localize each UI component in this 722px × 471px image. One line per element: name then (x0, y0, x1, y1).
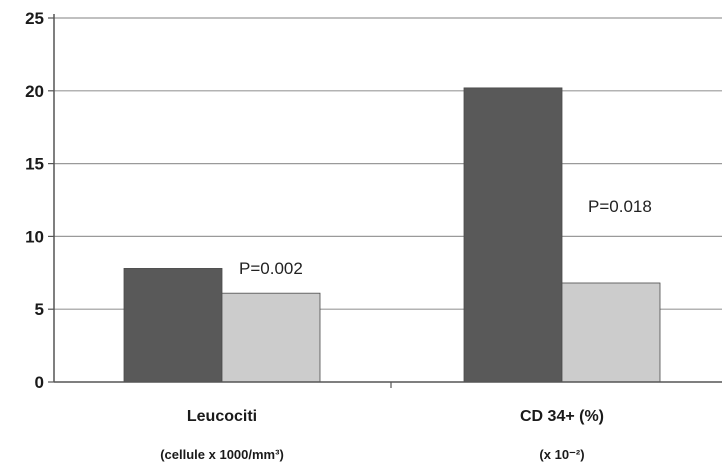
x-category-label: Leucociti (187, 408, 257, 425)
y-tick-labels: 0 5 10 15 20 25 (25, 9, 44, 392)
p-value-annotation: P=0.002 (239, 259, 303, 278)
axes (48, 14, 722, 388)
x-category-sublabel: (x 10⁻²) (539, 447, 584, 462)
y-tick-label: 10 (25, 227, 44, 246)
x-category-labels: Leucociti (cellule x 1000/mm³) CD 34+ (%) (… (160, 408, 604, 462)
x-category-sublabel: (cellule x 1000/mm³) (160, 447, 284, 462)
p-value-annotation: P=0.018 (588, 197, 652, 216)
bar-series2-leucociti (221, 292, 321, 383)
y-tick-label: 25 (25, 9, 44, 28)
bar-series1-leucociti (123, 268, 223, 383)
y-tick-label: 15 (25, 155, 44, 174)
bars (123, 87, 661, 383)
annotations: P=0.002 P=0.018 (239, 197, 652, 278)
y-tick-label: 5 (35, 300, 44, 319)
y-tick-label: 0 (35, 373, 44, 392)
bar-series1-cd34 (463, 87, 563, 383)
y-tick-label: 20 (25, 82, 44, 101)
x-category-label: CD 34+ (%) (520, 408, 604, 425)
gridlines (54, 17, 722, 310)
bar-series2-cd34 (561, 282, 661, 383)
